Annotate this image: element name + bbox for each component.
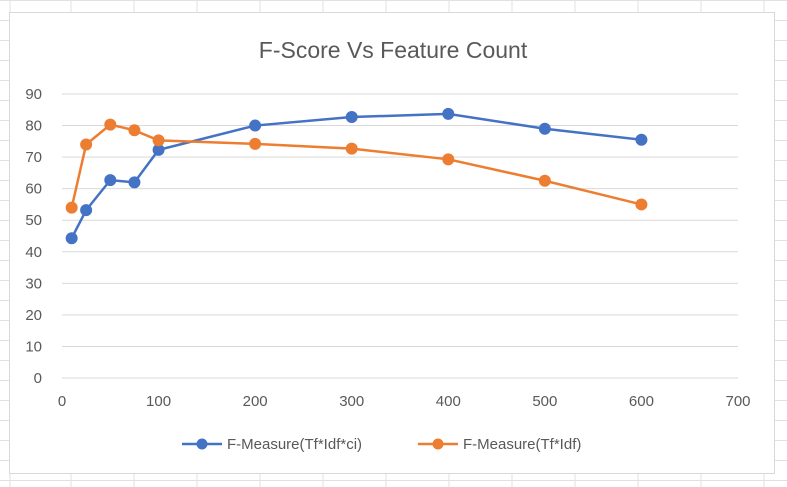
data-point[interactable] xyxy=(635,133,648,146)
data-point[interactable] xyxy=(128,176,141,189)
x-tick-label: 300 xyxy=(339,393,364,410)
x-tick-label: 0 xyxy=(58,393,66,410)
legend-item-2[interactable]: F-Measure(Tf*Idf) xyxy=(418,436,581,453)
data-point[interactable] xyxy=(635,198,648,211)
y-tick-label: 90 xyxy=(25,86,42,103)
chart-svg: F-Score Vs Feature Count 0 10 20 30 40 50 60 70… xyxy=(25,37,750,453)
data-point[interactable] xyxy=(345,142,358,155)
y-tick-label: 30 xyxy=(25,275,42,292)
data-point[interactable] xyxy=(104,118,117,131)
legend-marker xyxy=(196,438,208,450)
chart-area[interactable]: F-Score Vs Feature Count 0 10 20 30 40 50 60 70… xyxy=(9,12,775,474)
data-point[interactable] xyxy=(80,204,93,217)
legend-label: F-Measure(Tf*Idf) xyxy=(463,436,581,453)
chart-title: F-Score Vs Feature Count xyxy=(259,37,528,63)
legend-label: F-Measure(Tf*Idf*ci) xyxy=(227,436,362,453)
series-1 xyxy=(65,107,648,245)
legend-item-1[interactable]: F-Measure(Tf*Idf*ci) xyxy=(182,436,362,453)
y-tick-label: 60 xyxy=(25,181,42,198)
data-point[interactable] xyxy=(249,119,262,132)
legend-marker xyxy=(432,438,444,450)
series-2 xyxy=(65,118,648,214)
y-tick-label: 10 xyxy=(25,338,42,355)
series-line xyxy=(70,123,642,208)
y-tick-label: 50 xyxy=(25,212,42,229)
x-tick-label: 100 xyxy=(146,393,171,410)
x-tick-label: 400 xyxy=(436,393,461,410)
data-point[interactable] xyxy=(345,111,358,124)
y-tick-label: 20 xyxy=(25,307,42,324)
y-tick-label: 0 xyxy=(34,370,42,387)
y-tick-label: 80 xyxy=(25,118,42,135)
plot-area: 0 10 20 30 40 50 60 70 80 90 0 100 200 300 400 500 600 70… xyxy=(25,86,750,410)
data-point[interactable] xyxy=(65,201,78,214)
data-point[interactable] xyxy=(249,137,262,150)
x-tick-label: 600 xyxy=(629,393,654,410)
x-tick-label: 200 xyxy=(243,393,268,410)
x-tick-label: 700 xyxy=(725,393,750,410)
data-point[interactable] xyxy=(538,174,551,187)
y-tick-label: 70 xyxy=(25,149,42,166)
data-point[interactable] xyxy=(104,174,117,187)
data-point[interactable] xyxy=(80,138,93,151)
data-point[interactable] xyxy=(442,153,455,166)
legend[interactable]: F-Measure(Tf*Idf*ci) F-Measure(Tf*Idf) xyxy=(182,436,581,453)
series-line xyxy=(70,112,642,239)
data-point[interactable] xyxy=(442,107,455,120)
x-tick-label: 500 xyxy=(532,393,557,410)
data-point[interactable] xyxy=(538,122,551,135)
data-point[interactable] xyxy=(128,124,141,137)
y-tick-label: 40 xyxy=(25,244,42,261)
data-point[interactable] xyxy=(152,134,165,147)
data-point[interactable] xyxy=(65,232,78,245)
